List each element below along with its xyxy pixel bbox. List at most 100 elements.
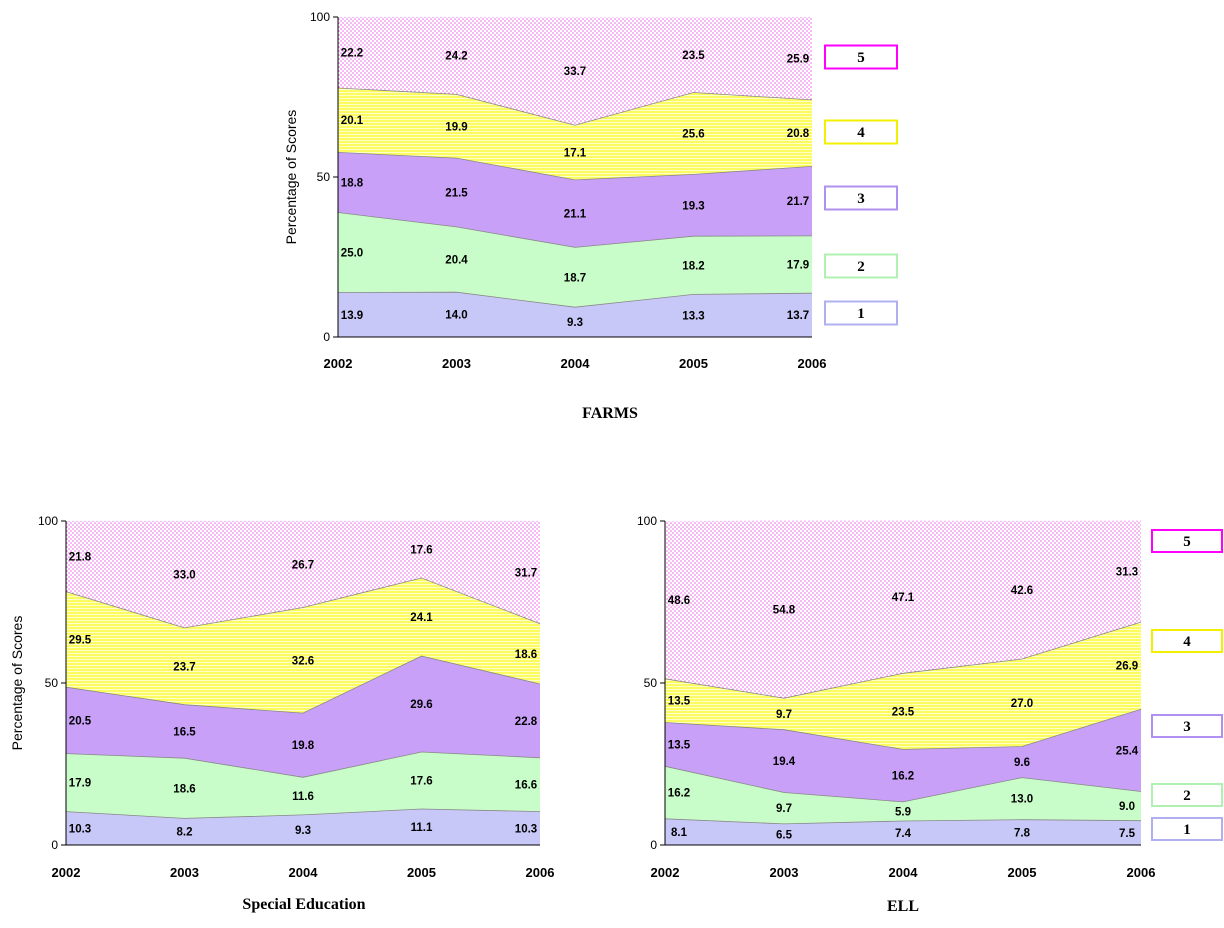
- legend-box-level-1: [824, 300, 898, 326]
- data-label-level-2: 9.0: [1119, 801, 1135, 813]
- data-label-level-2: 18.6: [173, 783, 195, 795]
- x-tick-label: 2002: [651, 865, 680, 880]
- data-label-level-1: 14.0: [445, 310, 467, 322]
- data-label-level-2: 13.0: [1011, 794, 1033, 806]
- y-tick-label: 100: [310, 10, 330, 24]
- data-label-level-3: 19.8: [292, 740, 315, 752]
- area-level-4: [338, 88, 812, 180]
- x-tick-label: 2003: [170, 865, 199, 880]
- data-label-level-3: 22.8: [515, 716, 538, 728]
- data-label-level-2: 5.9: [895, 806, 911, 818]
- data-label-level-4: 24.1: [410, 612, 433, 624]
- data-label-level-4: 26.9: [1116, 661, 1138, 673]
- data-label-level-4: 25.6: [682, 128, 704, 140]
- data-label-level-2: 17.9: [787, 260, 809, 272]
- legend-box-level-2: [824, 253, 898, 279]
- farms-chart: 0 50 100 2002 2003 2004 2005 2006 13.9 14.0 9.3 13.…: [283, 10, 898, 422]
- area-level-4: [66, 578, 540, 714]
- y-tick-label: 50: [317, 170, 331, 184]
- x-tick-label: 2006: [526, 865, 555, 880]
- x-tick-label: 2004: [889, 865, 919, 880]
- legend: 5 4 3 2 1: [824, 44, 898, 326]
- legend-label-level-1: 1: [857, 306, 865, 322]
- area-level-1: [338, 292, 812, 337]
- x-tick-label: 2003: [770, 865, 799, 880]
- data-label-level-5: 54.8: [773, 604, 796, 616]
- ell-chart: 0 50 100 2002 2003 2004 2005 2006 8.1 6.5 7.4 7.8 7.…: [637, 514, 1223, 915]
- boundary-level-3: [65, 655, 541, 714]
- data-label-level-4: 23.7: [173, 661, 195, 673]
- boundary-level-1: [337, 291, 813, 308]
- y-tick-label: 0: [323, 330, 330, 344]
- x-tick-label: 2005: [1008, 865, 1037, 880]
- data-label-level-2: 17.6: [410, 776, 432, 788]
- area-level-3: [338, 152, 812, 248]
- data-label-level-1: 13.3: [682, 311, 704, 323]
- x-tick-label: 2002: [324, 356, 353, 371]
- data-label-level-3: 9.6: [1014, 757, 1030, 769]
- x-tick-label: 2005: [407, 865, 436, 880]
- data-label-level-3: 18.8: [341, 177, 364, 189]
- data-label-level-5: 31.3: [1116, 566, 1138, 578]
- legend-label-level-1: 1: [1183, 822, 1191, 838]
- legend-box-level-3: [1151, 714, 1223, 738]
- x-tick-label: 2004: [561, 356, 591, 371]
- data-label-level-2: 16.6: [515, 780, 537, 792]
- chart-title: ELL: [887, 898, 919, 915]
- boundary-level-2: [337, 212, 813, 248]
- data-label-level-3: 25.4: [1116, 745, 1139, 757]
- legend-label-level-3: 3: [1183, 719, 1191, 735]
- legend-box-level-5: [824, 44, 898, 70]
- legend-label-level-5: 5: [1183, 534, 1191, 550]
- data-label-level-4: 20.1: [341, 115, 364, 127]
- area-level-5: [338, 17, 812, 126]
- area-level-3: [665, 709, 1141, 802]
- data-label-level-1: 11.1: [411, 822, 433, 834]
- data-label-level-5: 24.2: [445, 51, 467, 63]
- data-label-level-5: 25.9: [787, 53, 809, 65]
- area-level-1: [66, 809, 540, 845]
- boundary-level-2: [65, 751, 541, 778]
- area-level-5: [66, 521, 540, 628]
- area-level-1: [665, 818, 1141, 845]
- data-label-level-1: 8.2: [177, 827, 193, 839]
- data-label-level-1: 13.9: [341, 310, 363, 322]
- boundary-level-1: [65, 808, 541, 819]
- chart-title: Special Education: [242, 896, 365, 913]
- data-label-level-1: 7.8: [1014, 827, 1031, 839]
- legend-box-level-4: [824, 119, 898, 145]
- data-label-level-1: 13.7: [787, 310, 809, 322]
- x-tick-label: 2004: [289, 865, 319, 880]
- x-tick-label: 2006: [798, 356, 827, 371]
- y-tick-label: 100: [637, 514, 657, 528]
- legend-label-level-4: 4: [1183, 634, 1191, 650]
- data-label-level-4: 19.9: [445, 121, 467, 133]
- y-tick-label: 100: [38, 514, 58, 528]
- y-axis-title: Percentage of Scores: [283, 110, 299, 245]
- data-label-level-2: 11.6: [292, 791, 314, 803]
- chart-title: FARMS: [582, 405, 638, 422]
- area-level-2: [66, 752, 540, 819]
- data-label-level-2: 18.2: [682, 260, 704, 272]
- data-label-level-3: 20.5: [69, 715, 92, 727]
- y-axis-title: Percentage of Scores: [9, 616, 25, 751]
- area-level-4: [665, 622, 1141, 750]
- legend-label-level-4: 4: [857, 125, 865, 141]
- data-label-level-3: 19.3: [682, 200, 704, 212]
- special-education-chart: 0 50 100 2002 2003 2004 2005 2006 10.3 8.2 9.3 11.1…: [9, 514, 554, 913]
- data-label-level-4: 23.5: [892, 706, 915, 718]
- data-label-level-2: 9.7: [776, 803, 792, 815]
- data-label-level-4: 9.7: [776, 709, 792, 721]
- x-tick-label: 2005: [679, 356, 708, 371]
- legend-label-level-5: 5: [857, 50, 865, 66]
- data-label-level-2: 20.4: [445, 255, 468, 267]
- area-level-5: [665, 520, 1141, 699]
- data-label-level-5: 26.7: [292, 559, 314, 571]
- data-label-level-5: 48.6: [668, 595, 690, 607]
- data-label-level-2: 16.2: [668, 788, 690, 800]
- data-label-level-4: 20.8: [787, 128, 810, 140]
- boundary-level-4: [337, 87, 813, 126]
- y-tick-label: 50: [644, 676, 658, 690]
- data-label-level-5: 23.5: [682, 50, 705, 62]
- data-label-level-5: 31.7: [515, 567, 537, 579]
